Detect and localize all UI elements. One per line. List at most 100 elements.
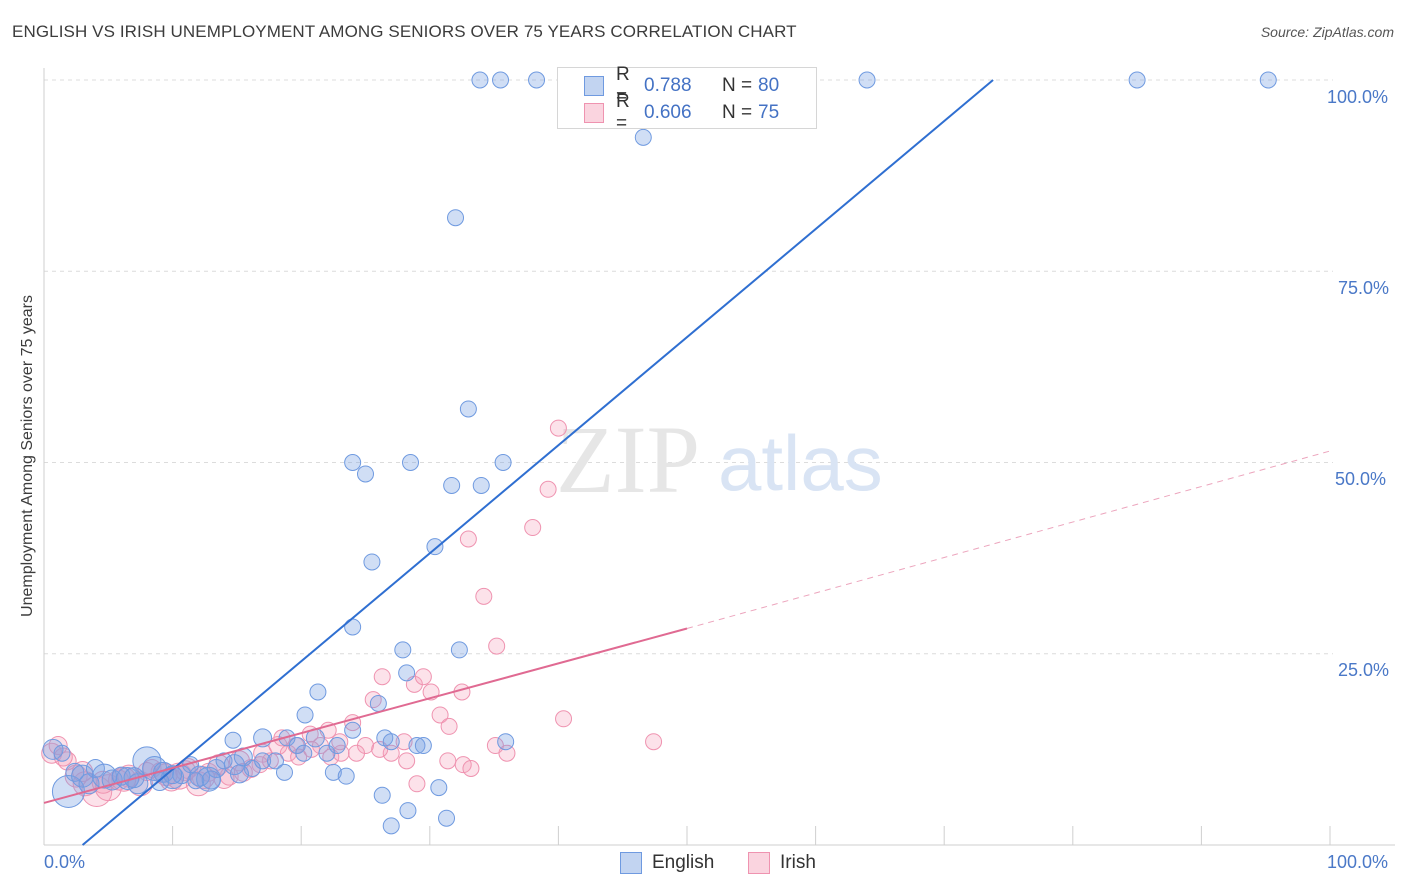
english-point	[430, 779, 448, 797]
irish-n-label: N =	[722, 102, 753, 123]
trend-lines	[43, 79, 1331, 846]
english-trend-line	[81, 79, 994, 846]
english-point	[369, 694, 387, 712]
english-point	[426, 538, 444, 556]
irish-trend-extrapolation	[686, 450, 1331, 629]
watermark: ZIP atlas	[556, 406, 883, 513]
english-point	[363, 553, 381, 571]
english-point	[408, 737, 426, 755]
irish-point	[414, 668, 432, 686]
english-point	[324, 763, 342, 781]
irish-trend-line	[43, 627, 688, 804]
english-point	[309, 683, 327, 701]
english-point	[398, 664, 416, 682]
legend-english-swatch	[620, 852, 642, 874]
english-point	[858, 71, 876, 89]
irish-point	[398, 752, 416, 770]
legend-english-label: English	[652, 852, 715, 873]
irish-point	[488, 637, 506, 655]
irish-point	[539, 480, 557, 498]
english-point	[450, 641, 468, 659]
bottom-legend: English Irish	[0, 852, 1406, 878]
legend-item-english[interactable]: English	[620, 852, 714, 874]
english-point	[344, 721, 362, 739]
irish-point	[459, 530, 477, 548]
english-swatch	[584, 76, 604, 96]
irish-point	[549, 419, 567, 437]
irish-point	[486, 737, 504, 755]
english-point	[373, 786, 391, 804]
irish-point	[555, 710, 573, 728]
y-tick-label-100: 100.0%	[1327, 87, 1389, 107]
english-point	[295, 744, 313, 762]
irish-point	[373, 668, 391, 686]
irish-point	[439, 752, 457, 770]
english-point	[275, 763, 293, 781]
english-point	[414, 737, 432, 755]
irish-point	[524, 519, 542, 537]
english-point	[438, 809, 456, 827]
english-point	[634, 128, 652, 146]
irish-point	[462, 760, 480, 777]
english-point	[459, 400, 477, 418]
stats-row-english: R = 0.788 N = 80	[584, 64, 780, 107]
irish-n-value: 75	[758, 102, 780, 123]
stats-row-irish: R = 0.606 N = 75	[584, 91, 780, 134]
english-point	[224, 731, 242, 749]
legend-item-irish[interactable]: Irish	[748, 852, 816, 874]
legend-irish-label: Irish	[780, 852, 816, 873]
english-point	[357, 465, 374, 483]
source-attribution: Source: ZipAtlas.com	[1261, 24, 1394, 40]
english-n-label: N =	[722, 75, 753, 96]
english-point	[254, 752, 272, 770]
english-point	[1128, 71, 1146, 89]
english-point	[382, 817, 400, 835]
english-r-label: R =	[616, 64, 630, 107]
y-tick-label-75: 75.0%	[1338, 278, 1390, 298]
english-point	[328, 737, 346, 755]
english-point	[65, 762, 85, 782]
english-point	[296, 706, 314, 724]
english-point	[42, 738, 64, 760]
irish-point	[475, 587, 493, 605]
english-point	[447, 209, 465, 227]
english-n-value: 80	[758, 75, 780, 96]
english-point	[471, 71, 489, 89]
english-r-value: 0.788	[644, 75, 692, 96]
english-point	[116, 766, 140, 790]
english-point	[229, 764, 249, 784]
irish-r-value: 0.606	[644, 102, 692, 123]
english-point	[344, 454, 362, 471]
grid-layer	[43, 68, 1395, 846]
watermark-zip: ZIP	[556, 406, 700, 513]
english-point	[472, 476, 490, 494]
irish-point	[454, 756, 472, 774]
y-tick-label-25: 25.0%	[1338, 660, 1390, 680]
legend-irish-swatch	[748, 852, 770, 874]
english-points	[42, 71, 1277, 835]
watermark-atlas: atlas	[718, 419, 883, 507]
source-value: ZipAtlas.com	[1313, 24, 1394, 40]
english-point	[266, 752, 284, 770]
english-point	[402, 454, 420, 471]
english-point	[494, 454, 512, 471]
source-label: Source:	[1260, 24, 1310, 40]
x-tick-label-0: 0.0%	[44, 852, 86, 872]
chart-title: ENGLISH VS IRISH UNEMPLOYMENT AMONG SENI…	[12, 22, 797, 41]
english-point	[492, 71, 510, 89]
english-point	[344, 618, 362, 636]
y-tick-label-50: 50.0%	[1335, 469, 1387, 489]
irish-swatch	[584, 103, 604, 123]
stats-legend: R = 0.788 N = 80 R = 0.606 N = 75	[557, 64, 817, 134]
english-point	[337, 767, 355, 785]
english-point	[382, 733, 400, 751]
english-point	[399, 802, 417, 820]
english-point	[201, 770, 221, 790]
irish-point	[347, 744, 365, 762]
english-point	[497, 733, 515, 751]
x-tick-label-100: 100.0%	[1327, 852, 1389, 872]
english-point	[443, 476, 461, 494]
english-point	[528, 71, 546, 89]
irish-point	[440, 717, 458, 735]
